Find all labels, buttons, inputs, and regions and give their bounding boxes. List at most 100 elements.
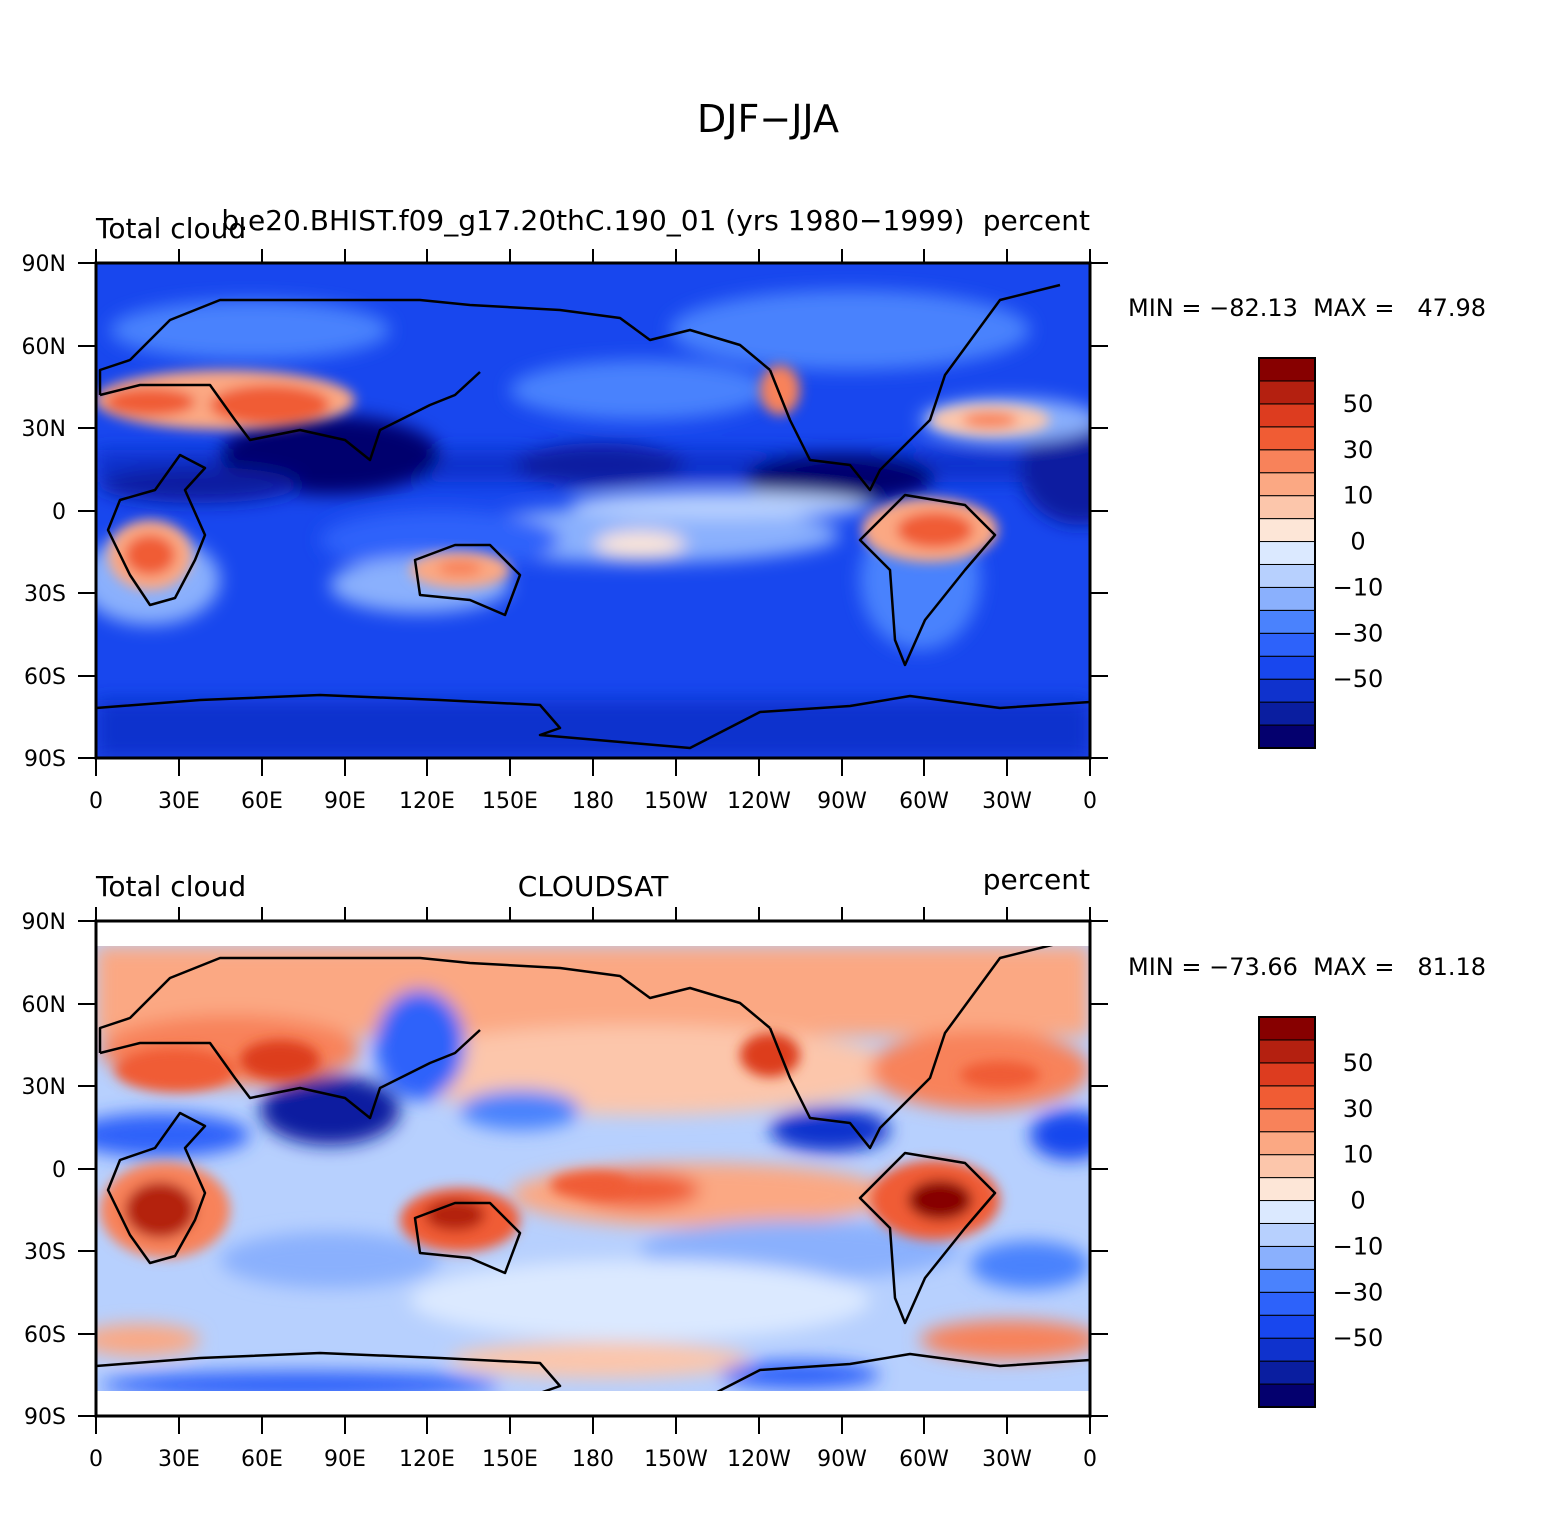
panel-2-left-label: Total cloud — [95, 870, 246, 903]
x-tick-label: 60E — [241, 789, 283, 814]
colorbar-label: 30 — [1343, 436, 1374, 464]
x-tick-label: 0 — [89, 1447, 103, 1472]
colorbar-swatch — [1258, 701, 1316, 726]
x-tick-label: 120E — [399, 789, 455, 814]
figure-title: DJF−JJA — [697, 97, 839, 141]
x-tick-label: 120W — [727, 789, 791, 814]
panel-cloudsat: Total cloud CLOUDSAT percent — [22, 863, 1487, 1472]
colorbar-label: −50 — [1333, 1324, 1384, 1352]
x-tick-label: 30E — [158, 789, 200, 814]
colorbar-swatch — [1258, 449, 1316, 474]
colorbar-frame — [1258, 1016, 1316, 1408]
colorbar: 50 30 10 0 −10 −30 −50 — [1258, 357, 1384, 749]
x-tick-label: 150W — [644, 789, 708, 814]
x-tick-label: 0 — [89, 789, 103, 814]
colorbar-swatch — [1258, 678, 1316, 703]
colorbar-swatch — [1258, 632, 1316, 657]
colorbar-swatch — [1258, 518, 1316, 543]
colorbar-swatch — [1258, 1245, 1316, 1270]
colorbar-swatch — [1258, 1200, 1316, 1224]
y-tick-label: 90S — [24, 747, 66, 772]
panel-2-min-max: MIN = −73.66 MAX = 81.18 — [1128, 953, 1486, 981]
panel-2-field — [96, 946, 1090, 1391]
colorbar-label: 50 — [1343, 390, 1374, 418]
panel-1-ticks — [78, 249, 1108, 776]
colorbar-swatch — [1258, 1268, 1316, 1293]
colorbar-swatch — [1258, 1337, 1316, 1362]
colorbar-label: −30 — [1333, 619, 1384, 647]
y-tick-label: 60S — [24, 665, 66, 690]
panel-1-field — [96, 263, 1090, 758]
x-tick-label: 60E — [241, 1447, 283, 1472]
x-tick-label: 180 — [572, 789, 614, 814]
colorbar-swatch — [1258, 541, 1316, 565]
panel-2-right-label: percent — [983, 863, 1090, 896]
colorbar-swatch — [1258, 1177, 1316, 1202]
x-tick-label: 90W — [817, 1447, 867, 1472]
x-tick-label: 60W — [899, 1447, 949, 1472]
x-tick-label: 150E — [482, 789, 538, 814]
colorbar-swatch — [1258, 1222, 1316, 1247]
panel-2-center-label: CLOUDSAT — [518, 870, 670, 903]
colorbar-swatch — [1258, 1360, 1316, 1385]
y-tick-label: 60N — [22, 335, 66, 360]
x-tick-label: 30W — [982, 789, 1032, 814]
colorbar-swatch — [1258, 1108, 1316, 1133]
y-tick-label: 90S — [24, 1405, 66, 1430]
colorbar-swatch — [1258, 1085, 1316, 1110]
colorbar: 50 30 10 0 −10 −30 −50 — [1258, 1016, 1384, 1408]
y-tick-label: 0 — [52, 1158, 66, 1183]
x-tick-label: 90W — [817, 789, 867, 814]
colorbar-swatch — [1258, 426, 1316, 451]
colorbar-swatch — [1258, 472, 1316, 497]
colorbar-label: 10 — [1343, 1141, 1374, 1169]
y-tick-label: 60N — [22, 993, 66, 1018]
x-tick-label: 0 — [1083, 1447, 1097, 1472]
colorbar-swatch — [1258, 357, 1316, 382]
colorbar-swatch — [1258, 1062, 1316, 1087]
x-tick-label: 120E — [399, 1447, 455, 1472]
x-tick-label: 90E — [324, 1447, 366, 1472]
colorbar-swatch — [1258, 1016, 1316, 1041]
colorbar-label: 0 — [1350, 1187, 1365, 1215]
colorbar-swatch — [1258, 563, 1316, 588]
colorbar-swatch — [1258, 609, 1316, 634]
y-tick-label: 30N — [22, 1075, 66, 1100]
x-tick-label: 150E — [482, 1447, 538, 1472]
panel-model: Total cloud b.e20.BHIST.f09_g17.20thC.19… — [22, 204, 1487, 814]
panel-1-min-max: MIN = −82.13 MAX = 47.98 — [1128, 294, 1486, 322]
panel-1-left-label: Total cloud — [95, 212, 246, 245]
y-tick-label: 30S — [24, 582, 66, 607]
colorbar-label: 30 — [1343, 1095, 1374, 1123]
colorbar-swatch — [1258, 380, 1316, 405]
colorbar-label: 0 — [1350, 528, 1365, 556]
colorbar-swatch — [1258, 655, 1316, 680]
panel-1-center-label: b.e20.BHIST.f09_g17.20thC.190_01 (yrs 19… — [221, 204, 964, 237]
colorbar-label: 10 — [1343, 482, 1374, 510]
x-tick-label: 30W — [982, 1447, 1032, 1472]
colorbar-swatch — [1258, 1383, 1316, 1408]
panel-1-right-label: percent — [983, 204, 1090, 237]
colorbar-label: 50 — [1343, 1049, 1374, 1077]
colorbar-swatch — [1258, 724, 1316, 749]
colorbar-swatch — [1258, 586, 1316, 611]
x-tick-label: 0 — [1083, 789, 1097, 814]
colorbar-swatch — [1258, 1131, 1316, 1156]
colorbar-swatch — [1258, 1154, 1316, 1179]
x-tick-label: 180 — [572, 1447, 614, 1472]
y-tick-label: 60S — [24, 1323, 66, 1348]
colorbar-swatch — [1258, 1314, 1316, 1339]
y-tick-label: 30N — [22, 417, 66, 442]
x-tick-label: 120W — [727, 1447, 791, 1472]
colorbar-label: −50 — [1333, 665, 1384, 693]
x-tick-label: 30E — [158, 1447, 200, 1472]
colorbar-label: −10 — [1333, 573, 1384, 601]
colorbar-swatch — [1258, 1291, 1316, 1316]
colorbar-label: −30 — [1333, 1278, 1384, 1306]
y-tick-label: 0 — [52, 500, 66, 525]
colorbar-swatch — [1258, 1039, 1316, 1064]
colorbar-swatch — [1258, 403, 1316, 428]
colorbar-frame — [1258, 357, 1316, 749]
x-tick-label: 60W — [899, 789, 949, 814]
